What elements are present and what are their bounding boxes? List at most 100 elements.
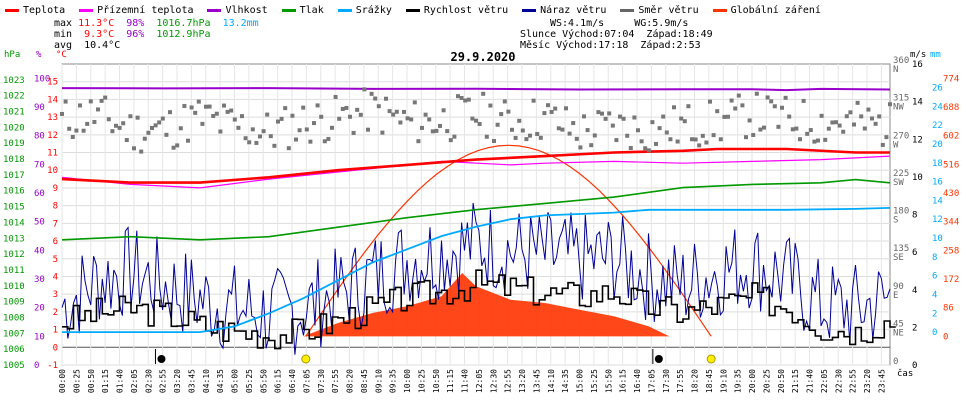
wind-direction-point xyxy=(387,109,392,114)
wind-direction-point xyxy=(232,117,237,122)
mm-tick-label: 6 xyxy=(932,272,937,282)
mm-tick-label: 16 xyxy=(932,178,943,188)
wind-direction-point xyxy=(214,111,219,116)
mm-tick-label: 22 xyxy=(932,121,943,131)
mm-tick-label: 4 xyxy=(932,290,937,300)
wind-direction-point xyxy=(384,96,388,101)
pct-tick-label: 80 xyxy=(34,132,45,142)
wind-direction-point xyxy=(218,129,223,134)
x-tick-label: 02:05 xyxy=(130,369,139,393)
wind-direction-point xyxy=(124,138,129,143)
ms-axis-unit: m/s xyxy=(910,50,926,60)
x-tick-label: 01:40 xyxy=(116,369,125,393)
degc-tick-label: 15 xyxy=(47,78,58,88)
wind-direction-point xyxy=(592,133,597,138)
wind-direction-point xyxy=(182,103,187,108)
wind-direction-point xyxy=(434,128,439,133)
x-tick-label: 03:20 xyxy=(173,369,182,393)
wind-direction-point xyxy=(661,114,666,119)
x-tick-label: 20:25 xyxy=(762,369,771,393)
wind-direction-point xyxy=(265,112,270,117)
dir-tick-label: 135 xyxy=(893,244,909,254)
wind-direction-point xyxy=(247,140,252,145)
wind-direction-point xyxy=(837,123,842,128)
wind-direction-point xyxy=(391,112,396,117)
x-tick-label: 16:40 xyxy=(633,369,642,393)
wind-direction-point xyxy=(517,118,522,123)
degc-tick-label: 3 xyxy=(53,290,58,300)
wind-row: WS:4.1m/s WG:5.9m/s xyxy=(520,18,713,29)
mm-tick-label: 26 xyxy=(932,84,943,94)
hpa-tick-label: 1008 xyxy=(3,313,25,323)
degc-tick-label: 12 xyxy=(47,131,58,141)
x-tick-label: 10:25 xyxy=(417,369,426,393)
wind-direction-point xyxy=(153,123,158,128)
wind-direction-point xyxy=(254,140,259,145)
wind-direction-point xyxy=(711,133,716,138)
degc-tick-label: -1 xyxy=(47,361,58,371)
wind-direction-point xyxy=(826,126,831,131)
mm-tick-label: 24 xyxy=(932,102,943,112)
wind-direction-point xyxy=(668,137,673,142)
wind-direction-point xyxy=(366,127,370,132)
wind-direction-point xyxy=(301,105,306,110)
wind-direction-point xyxy=(585,128,590,133)
mm-tick-label: 20 xyxy=(932,140,943,150)
series-prizemni-teplota xyxy=(61,155,891,189)
wind-direction-point xyxy=(481,91,486,96)
wind-direction-point xyxy=(272,143,277,148)
wind-direction-point xyxy=(816,138,820,143)
ms-tick-label: 0 xyxy=(912,361,917,371)
degc-tick-label: 14 xyxy=(47,95,58,105)
chart-title: 29.9.2020 xyxy=(450,50,516,64)
wind-direction-point xyxy=(78,103,82,108)
x-tick-label: 07:30 xyxy=(317,369,326,393)
legend-swatch xyxy=(405,9,420,12)
x-tick-label: 10:50 xyxy=(432,369,441,393)
wind-direction-point xyxy=(812,139,817,144)
wind-direction-point xyxy=(85,121,90,126)
x-tick-label: 14:35 xyxy=(561,369,570,393)
mm-tick-label: 12 xyxy=(932,215,943,225)
degc-tick-label: 9 xyxy=(53,184,58,194)
legend-item: Globální záření xyxy=(712,5,821,16)
wind-direction-point xyxy=(654,141,658,146)
degc-tick-label: 11 xyxy=(47,149,58,159)
x-tick-label: 18:20 xyxy=(691,369,700,393)
legend-swatch xyxy=(281,9,296,12)
x-tick-label: 12:05 xyxy=(475,369,484,393)
dir-tick-label: 0 xyxy=(893,357,898,367)
degc-tick-label: 7 xyxy=(53,219,58,229)
x-tick-label: 17:30 xyxy=(662,369,671,393)
wind-direction-point xyxy=(546,103,550,108)
wind-direction-point xyxy=(556,126,561,131)
wind-direction-point xyxy=(398,120,403,125)
wind-direction-point xyxy=(423,112,428,117)
wind-direction-point xyxy=(693,137,698,142)
stats-min-row: min 9.3°C 96% 1012.9hPa xyxy=(54,29,259,40)
x-tick-label: 10:00 xyxy=(403,369,412,393)
chart-header: Teplota Přízemní teplota Vlhkost Tlak Srážky… xyxy=(0,0,966,51)
wind-direction-point xyxy=(470,116,475,121)
wind-direction-point xyxy=(740,103,745,108)
hpa-tick-label: 1009 xyxy=(3,298,25,308)
legend-label: Vlhkost xyxy=(225,5,268,16)
legend-item: Teplota xyxy=(5,5,65,16)
wind-direction-point xyxy=(178,126,183,131)
wind-direction-point xyxy=(495,122,500,127)
wind-direction-point xyxy=(297,128,302,133)
hpa-tick-label: 1017 xyxy=(3,171,25,181)
x-tick-label: 00:00 xyxy=(58,369,67,393)
x-tick-label: 14:10 xyxy=(547,369,556,393)
wind-direction-point xyxy=(484,134,489,139)
wind-direction-point xyxy=(798,137,802,142)
x-tick-label: 03:45 xyxy=(187,369,196,393)
wm2-tick-label: 86 xyxy=(943,304,954,314)
x-tick-label: 13:20 xyxy=(518,369,527,393)
wind-direction-point xyxy=(222,103,226,108)
degc-tick-label: 8 xyxy=(53,202,58,212)
wind-direction-point xyxy=(574,136,579,141)
wind-direction-point xyxy=(650,120,655,125)
dir-tick-label: 45 xyxy=(893,319,904,329)
